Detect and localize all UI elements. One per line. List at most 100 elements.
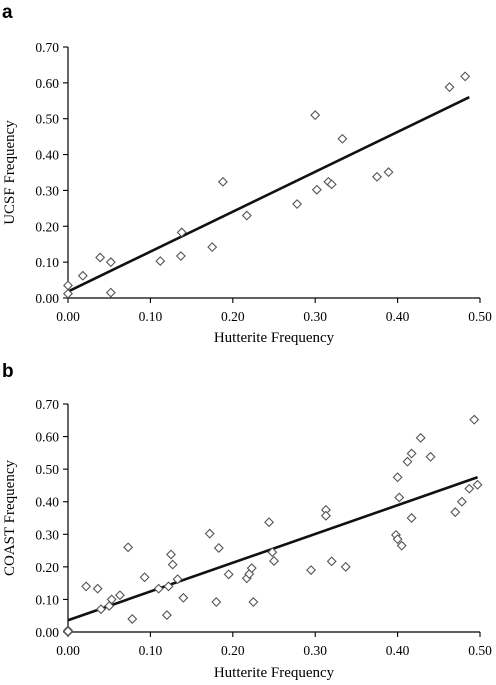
- data-point: [155, 256, 166, 267]
- trend-line: [67, 96, 470, 293]
- y-tick-label: 0.70: [35, 397, 59, 412]
- x-tick-label: 0.00: [56, 309, 80, 324]
- x-tick-label: 0.00: [56, 643, 80, 658]
- data-point: [392, 534, 403, 545]
- y-tick-label: 0.20: [35, 560, 59, 575]
- data-point: [246, 563, 257, 574]
- data-point: [392, 472, 403, 483]
- data-point: [163, 581, 174, 592]
- data-point: [425, 451, 436, 462]
- data-point: [106, 594, 117, 605]
- y-tick-label: 0.10: [35, 592, 59, 607]
- y-tick-label: 0.70: [35, 40, 59, 55]
- x-tick-label: 0.40: [386, 309, 410, 324]
- data-point: [406, 513, 417, 523]
- data-point: [175, 251, 186, 262]
- data-point: [320, 510, 331, 521]
- y-tick-label: 0.50: [35, 112, 59, 127]
- panel-a: a UCSF Frequency Hutterite Frequency 0.0…: [2, 2, 492, 346]
- data-point: [340, 561, 351, 572]
- data-point: [178, 592, 189, 603]
- data-point: [123, 542, 134, 553]
- panel-a-x-axis-title: Hutterite Frequency: [214, 330, 335, 346]
- data-point: [264, 517, 275, 528]
- data-point: [241, 210, 252, 221]
- panel-a-plot-area: 0.00 0.10 0.20 0.30 0.40 0.50 0.60 0.70 0.00 0.10…: [35, 40, 492, 324]
- data-point: [114, 590, 125, 601]
- data-point: [311, 184, 322, 195]
- data-point: [63, 288, 73, 299]
- panel-a-y-axis-title: UCSF Frequency: [2, 120, 18, 225]
- data-point: [63, 280, 73, 291]
- panel-b-y-axis-title: COAST Frequency: [2, 460, 18, 576]
- panel-b-label: b: [2, 361, 14, 382]
- data-point: [469, 414, 480, 425]
- data-point: [204, 528, 215, 539]
- x-tick-label: 0.20: [221, 309, 245, 324]
- y-tick-label: 0.40: [35, 495, 59, 510]
- x-tick-label: 0.50: [468, 309, 492, 324]
- data-point: [63, 626, 73, 637]
- data-point: [472, 479, 483, 490]
- y-tick-label: 0.30: [35, 527, 59, 542]
- data-point: [460, 71, 471, 82]
- y-tick-label: 0.60: [35, 76, 59, 91]
- y-tick-label: 0.50: [35, 462, 59, 477]
- data-point: [207, 242, 218, 253]
- data-point: [406, 448, 417, 459]
- data-point: [153, 583, 164, 594]
- data-point: [396, 540, 407, 551]
- data-point: [92, 583, 103, 594]
- data-point: [464, 483, 475, 494]
- data-point: [172, 574, 183, 585]
- y-tick-label: 0.30: [35, 183, 59, 198]
- data-point: [394, 492, 405, 503]
- data-point: [456, 496, 467, 507]
- data-point: [176, 227, 187, 238]
- data-point: [105, 287, 116, 298]
- data-point: [383, 167, 394, 178]
- data-point: [248, 597, 259, 608]
- panel-a-label: a: [2, 2, 13, 23]
- data-point: [127, 613, 138, 624]
- data-point: [95, 604, 106, 615]
- data-point: [77, 270, 88, 281]
- data-point: [161, 610, 172, 621]
- data-point: [267, 547, 278, 558]
- data-point: [166, 549, 176, 560]
- data-point: [310, 110, 321, 121]
- data-point: [372, 171, 382, 182]
- y-tick-label: 0.20: [35, 219, 59, 234]
- data-point: [223, 569, 234, 580]
- data-point: [326, 556, 337, 567]
- y-tick-label: 0.00: [35, 625, 59, 640]
- data-point: [402, 456, 413, 467]
- data-point: [95, 252, 106, 263]
- x-tick-label: 0.10: [139, 643, 163, 658]
- data-point: [450, 507, 461, 518]
- data-point: [211, 597, 222, 608]
- data-point: [337, 133, 348, 144]
- panel-b: b COAST Frequency Hutterite Frequency 0.…: [2, 361, 492, 681]
- y-tick-label: 0.40: [35, 148, 59, 163]
- y-tick-label: 0.10: [35, 255, 59, 270]
- data-point: [105, 257, 116, 268]
- x-tick-label: 0.20: [221, 643, 245, 658]
- data-point: [139, 572, 150, 583]
- x-tick-label: 0.30: [303, 309, 327, 324]
- data-point: [269, 556, 279, 566]
- data-point: [444, 82, 455, 93]
- data-point: [217, 176, 228, 187]
- data-point: [306, 565, 317, 576]
- x-tick-label: 0.50: [468, 643, 492, 658]
- data-point: [326, 179, 337, 190]
- x-tick-label: 0.30: [303, 643, 327, 658]
- data-point: [81, 581, 92, 592]
- data-point: [213, 542, 224, 553]
- data-point: [415, 432, 426, 443]
- y-tick-label: 0.60: [35, 430, 59, 445]
- x-tick-label: 0.10: [139, 309, 163, 324]
- panel-b-plot-area: 0.00 0.10 0.20 0.30 0.40 0.50 0.60 0.70 0.00 0.10…: [35, 397, 492, 658]
- data-point: [292, 199, 303, 210]
